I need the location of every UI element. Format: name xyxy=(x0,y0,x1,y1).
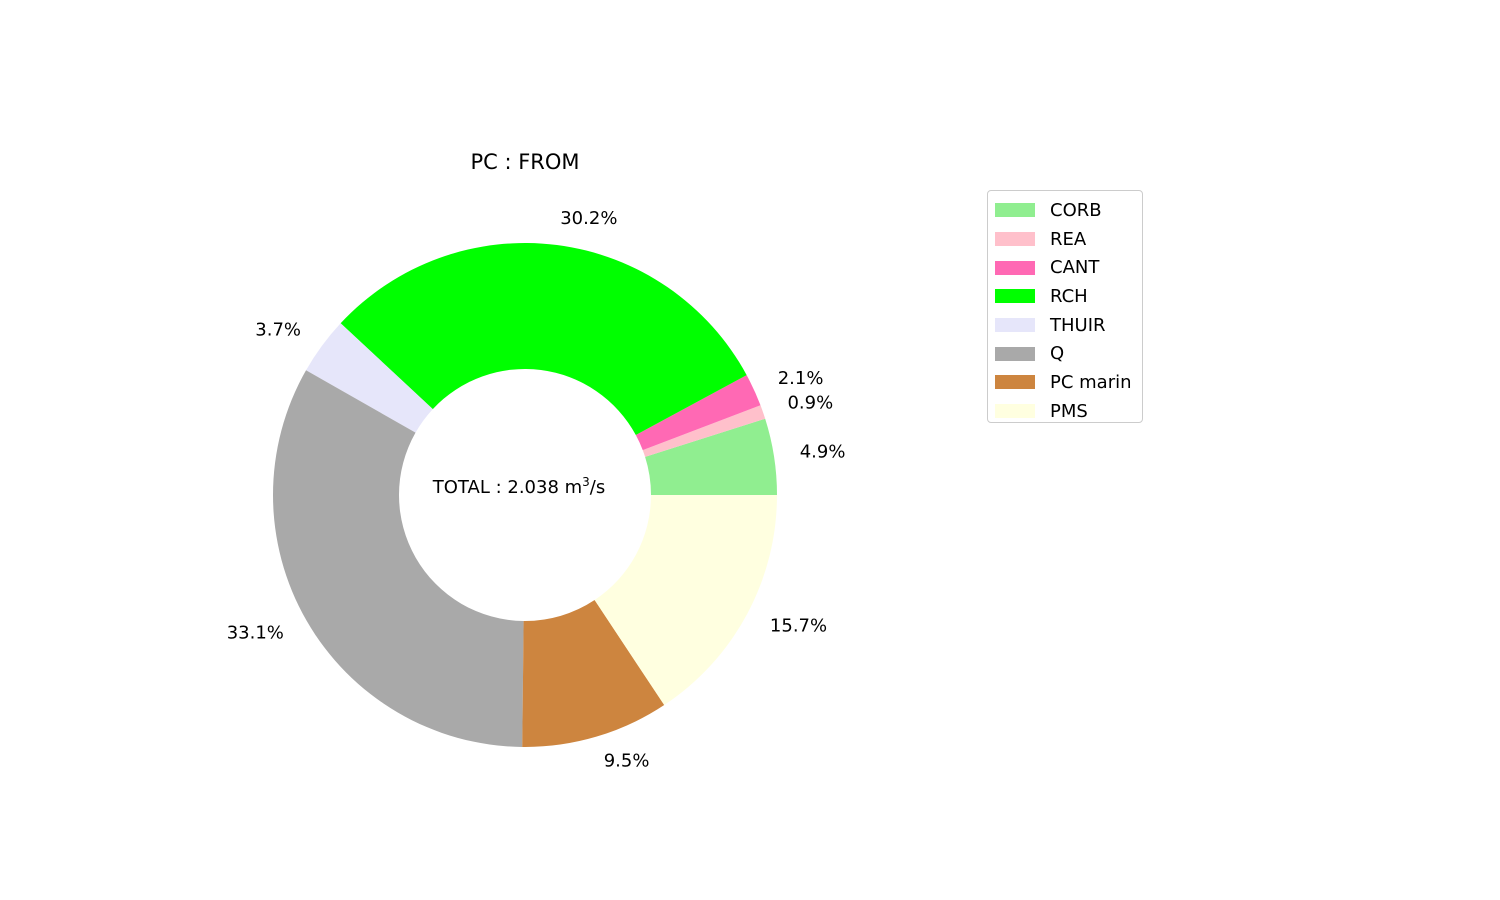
slice-pms xyxy=(594,495,777,706)
legend-label: RCH xyxy=(1050,285,1088,307)
legend-item-thuir: THUIR xyxy=(988,311,1142,340)
pct-label-rea: 0.9% xyxy=(787,392,833,413)
legend-swatch xyxy=(995,318,1035,333)
legend-swatch xyxy=(995,289,1035,304)
legend-swatch xyxy=(995,203,1035,218)
slice-rea xyxy=(642,405,766,457)
slice-q xyxy=(272,370,524,747)
legend-item-rea: REA xyxy=(988,225,1142,254)
slice-thuir xyxy=(306,323,433,433)
legend-label: THUIR xyxy=(1050,314,1106,336)
legend-swatch xyxy=(995,375,1035,390)
legend-label: CORB xyxy=(1050,199,1102,221)
center-total-label: TOTAL : 2.038 m3/s xyxy=(418,475,620,498)
legend: CORB REA CANT RCH THUIR Q PC marin PMS xyxy=(987,190,1143,423)
pct-label-thuir: 3.7% xyxy=(255,319,301,340)
slice-corb xyxy=(645,418,777,495)
pct-label-rch: 30.2% xyxy=(560,208,617,229)
legend-swatch xyxy=(995,260,1035,275)
legend-item-pc-marin: PC marin xyxy=(988,368,1142,397)
slice-rch xyxy=(340,242,747,436)
legend-item-pms: PMS xyxy=(988,397,1142,426)
legend-item-cant: CANT xyxy=(988,253,1142,282)
pct-label-corb: 4.9% xyxy=(800,441,846,462)
legend-label: PMS xyxy=(1050,400,1088,422)
pct-label-q: 33.1% xyxy=(227,622,284,643)
chart-title: PC : FROM xyxy=(470,150,580,174)
pct-label-cant: 2.1% xyxy=(778,368,824,389)
legend-label: Q xyxy=(1050,343,1065,365)
legend-item-q: Q xyxy=(988,339,1142,368)
legend-swatch xyxy=(995,404,1035,419)
legend-item-rch: RCH xyxy=(988,282,1142,311)
legend-label: REA xyxy=(1050,228,1087,250)
legend-label: PC marin xyxy=(1050,371,1132,393)
slice-pc-marin xyxy=(522,600,665,747)
slice-cant xyxy=(635,375,761,451)
total-unit: /s xyxy=(589,477,606,498)
pct-label-pms: 15.7% xyxy=(770,616,827,637)
legend-label: CANT xyxy=(1050,257,1100,279)
pct-label-pc-marin: 9.5% xyxy=(604,751,650,772)
total-exponent: 3 xyxy=(582,475,590,489)
legend-swatch xyxy=(995,232,1035,247)
legend-swatch xyxy=(995,346,1035,361)
total-text: TOTAL : 2.038 m xyxy=(432,477,583,498)
legend-item-corb: CORB xyxy=(988,196,1142,225)
